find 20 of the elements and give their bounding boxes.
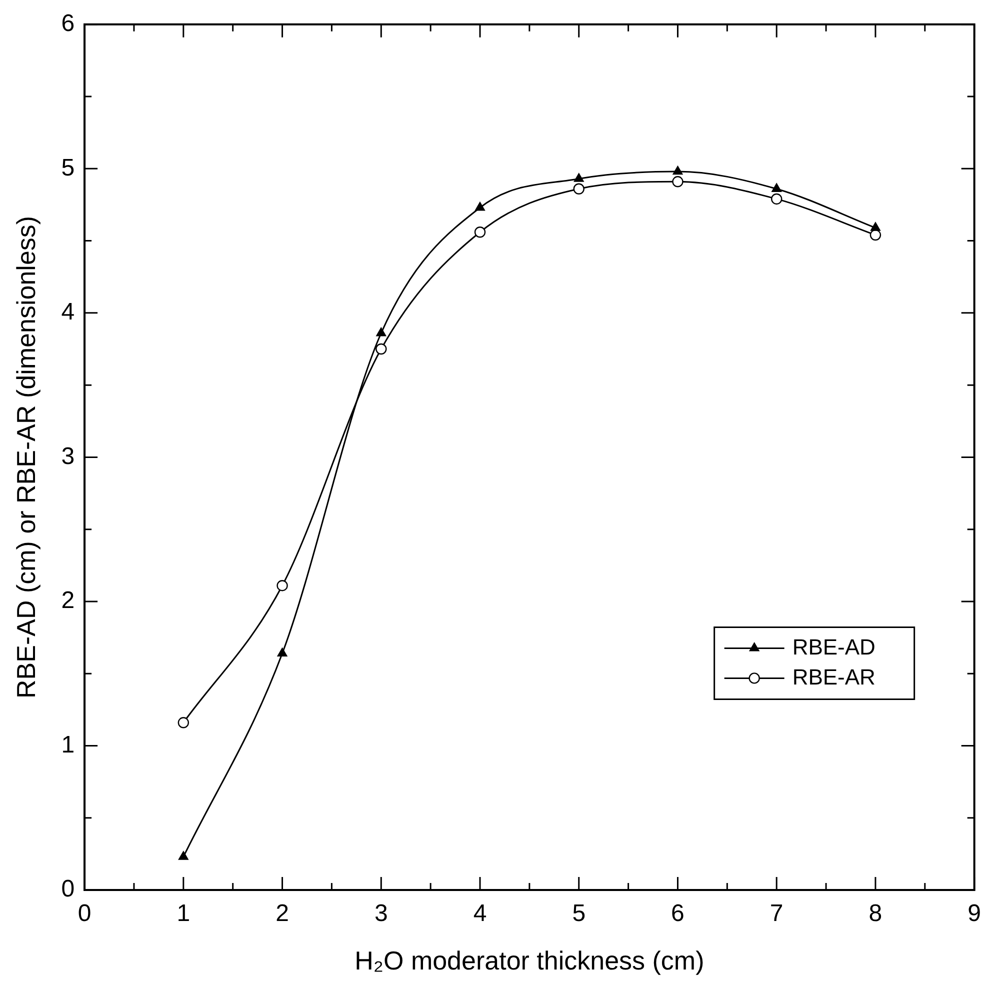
y-tick-label: 4 <box>61 298 75 326</box>
legend-label: RBE-AD <box>792 634 876 660</box>
x-tick-label: 1 <box>176 900 190 928</box>
x-axis-title: H₂O moderator thickness (cm) <box>354 946 704 976</box>
y-tick-label: 5 <box>61 154 75 182</box>
y-tick-label: 3 <box>61 442 75 470</box>
x-tick-label: 8 <box>868 900 882 928</box>
y-tick-label: 2 <box>61 587 75 614</box>
legend-label: RBE-AR <box>792 664 876 690</box>
y-tick-label: 0 <box>61 876 75 903</box>
y-tick-label: 1 <box>61 731 75 758</box>
x-tick-label: 6 <box>671 900 684 928</box>
x-tick-label: 5 <box>572 900 586 928</box>
x-tick-label: 3 <box>374 900 388 928</box>
x-tick-label: 2 <box>276 900 289 928</box>
y-tick-label: 6 <box>61 10 75 38</box>
x-tick-label: 4 <box>473 900 487 928</box>
x-tick-label: 9 <box>968 900 982 928</box>
x-tick-label: 7 <box>770 900 784 928</box>
y-axis-title: RBE-AD (cm) or RBE-AR (dimensionless) <box>10 216 41 698</box>
